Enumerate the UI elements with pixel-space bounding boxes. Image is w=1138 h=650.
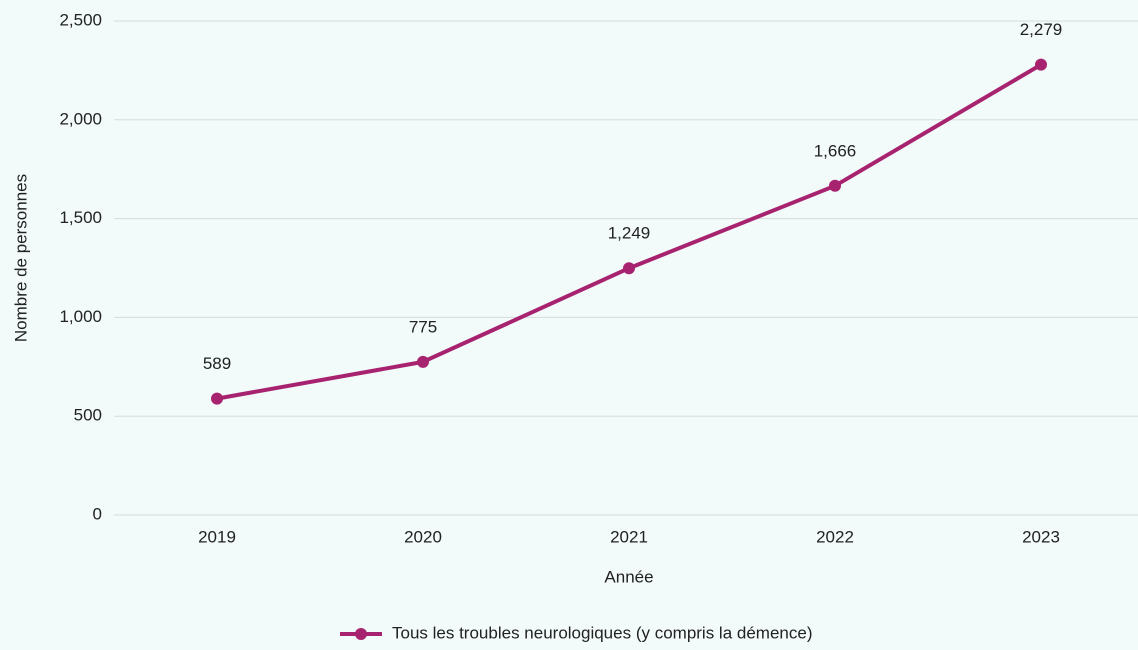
data-label: 775 (409, 317, 437, 336)
legend-label: Tous les troubles neurologiques (y compr… (392, 623, 812, 642)
x-tick-label: 2020 (404, 527, 442, 546)
point-marker (623, 262, 635, 275)
data-label: 2,279 (1020, 20, 1063, 39)
x-tick-label: 2019 (198, 527, 236, 546)
y-tick-label: 2,500 (59, 10, 102, 29)
y-axis-label: Nombre de personnes (11, 174, 30, 342)
data-label: 589 (203, 354, 231, 373)
legend-marker (355, 628, 367, 640)
y-tick-label: 1,500 (59, 208, 102, 227)
data-label: 1,249 (608, 224, 651, 243)
x-axis-label: Année (604, 567, 653, 586)
point-marker (1035, 58, 1047, 71)
x-tick-label: 2022 (816, 527, 854, 546)
point-marker (417, 355, 429, 368)
x-tick-label: 2021 (610, 527, 648, 546)
x-tick-label: 2023 (1022, 527, 1060, 546)
point-marker (211, 392, 223, 405)
y-tick-label: 0 (93, 504, 102, 523)
data-label: 1,666 (814, 141, 857, 160)
y-tick-label: 500 (74, 406, 102, 425)
point-marker (829, 179, 841, 192)
y-tick-label: 2,000 (59, 109, 102, 128)
y-tick-label: 1,000 (59, 307, 102, 326)
